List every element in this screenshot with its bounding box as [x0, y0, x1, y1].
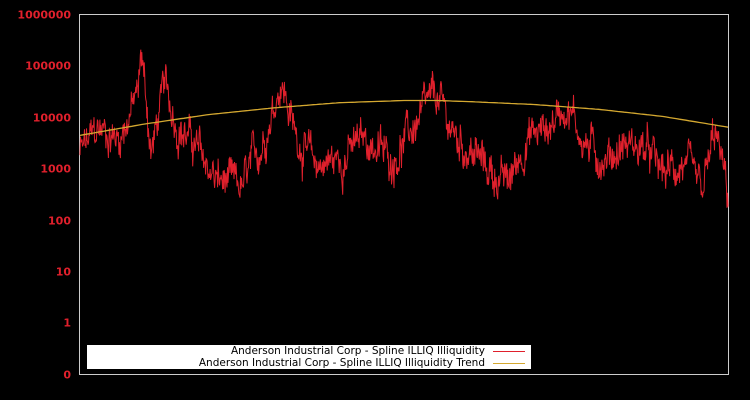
chart-legend: Anderson Industrial Corp - Spline ILLIQ … [87, 345, 531, 369]
legend-item-trend: Anderson Industrial Corp - Spline ILLIQ … [199, 357, 525, 369]
y-tick-label: 10 [55, 265, 71, 279]
plot-frame [79, 14, 729, 375]
legend-swatch-gold [493, 362, 525, 364]
legend-label: Anderson Industrial Corp - Spline ILLIQ … [198, 357, 485, 369]
y-tick-label: 100 [48, 214, 71, 228]
y-tick-label: 1000000 [17, 8, 71, 22]
legend-item-illiquidity: Anderson Industrial Corp - Spline ILLIQ … [231, 345, 525, 357]
y-tick-label: 0 [63, 368, 71, 382]
y-tick-label: 1 [63, 316, 71, 330]
y-tick-label: 1000 [40, 162, 71, 176]
y-tick-label: 100000 [25, 59, 71, 73]
illiquidity-trend-line [79, 99, 729, 137]
y-tick-label: 10000 [32, 111, 71, 125]
legend-label: Anderson Industrial Corp - Spline ILLIQ … [230, 345, 485, 357]
illiquidity-series-line [79, 49, 729, 208]
legend-swatch-red [493, 350, 525, 352]
